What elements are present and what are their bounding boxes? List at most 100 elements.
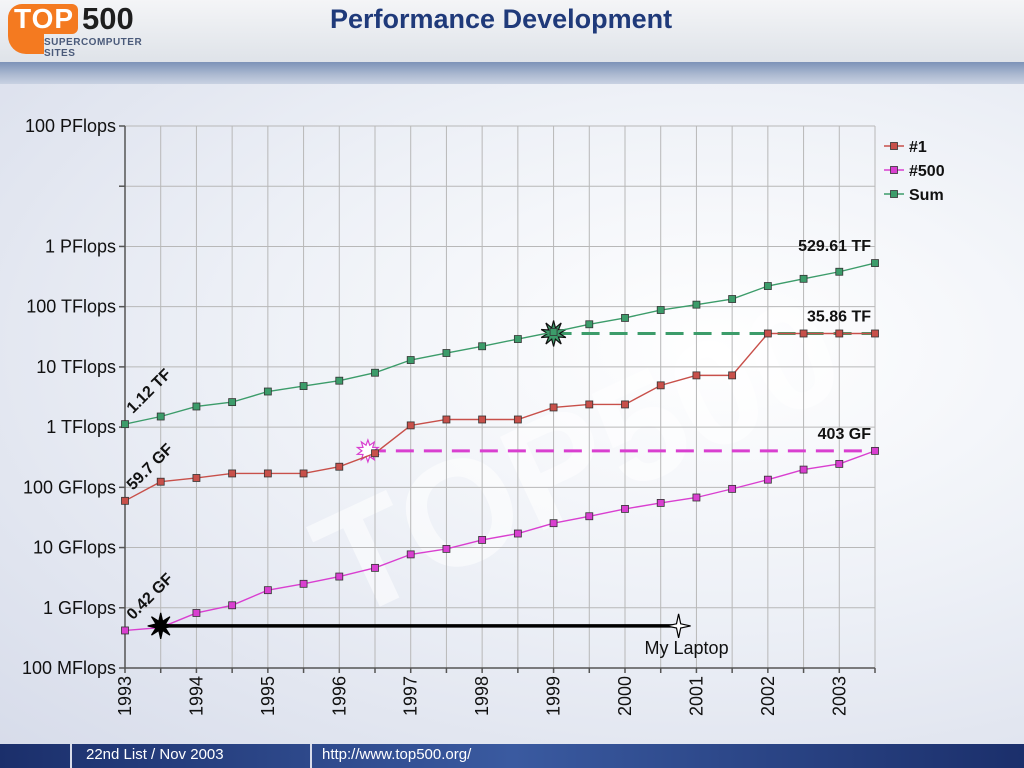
x-tick-label: 2002 <box>758 676 778 716</box>
data-point-num500 <box>799 465 808 474</box>
laptop-start-star-icon <box>147 612 174 640</box>
logo-swoosh <box>8 34 44 54</box>
data-point-num1 <box>871 329 879 338</box>
data-point-num500 <box>871 446 879 455</box>
data-point-sum <box>406 356 415 364</box>
data-point-num1 <box>513 415 522 424</box>
data-point-num1 <box>228 469 237 478</box>
data-point-num500 <box>835 459 844 468</box>
data-point-num500 <box>192 609 201 617</box>
laptop-label: My Laptop <box>645 638 729 658</box>
x-tick-label: 2001 <box>686 676 706 716</box>
top500-logo[interactable]: TOP 500 SUPERCOMPUTER SITES <box>0 0 175 59</box>
data-point-num500 <box>656 499 665 507</box>
data-point-num1 <box>406 421 415 430</box>
data-point-num500 <box>478 536 487 544</box>
data-point-sum <box>299 382 308 390</box>
legend-marker-num1 <box>890 142 898 150</box>
data-point-num1 <box>263 469 272 478</box>
data-point-sum <box>263 387 272 396</box>
data-point-sum <box>763 282 772 290</box>
series-line-sum <box>124 262 876 425</box>
y-tick-label: 100 GFlops <box>23 477 116 497</box>
data-point-num1 <box>763 329 772 338</box>
y-tick-label: 1 GFlops <box>43 598 116 618</box>
chart-grid <box>124 125 876 669</box>
logo-text-500: 500 <box>82 1 134 36</box>
chart-series <box>121 259 879 635</box>
data-point-sum <box>692 300 701 309</box>
footer-bar: 22nd List / Nov 2003 http://www.top500.o… <box>0 744 1024 768</box>
footer-divider <box>310 744 312 768</box>
data-point-num1 <box>728 371 737 380</box>
x-tick-label: 1993 <box>115 676 135 716</box>
footer-url-link[interactable]: http://www.top500.org/ <box>322 746 472 763</box>
data-point-sum <box>371 368 379 377</box>
data-point-num500 <box>692 493 701 502</box>
data-point-num1 <box>549 403 558 412</box>
x-tick-label: 1994 <box>186 676 206 716</box>
footer-divider <box>70 744 72 768</box>
data-point-sum <box>585 320 594 329</box>
data-point-sum <box>442 349 451 357</box>
y-tick-label: 1 PFlops <box>45 236 116 256</box>
data-point-num1 <box>585 400 594 409</box>
data-point-num500 <box>621 505 629 513</box>
header-bar: TOP 500 SUPERCOMPUTER SITES Performance … <box>0 0 1024 62</box>
data-point-num500 <box>406 550 415 559</box>
y-tick-label: 100 PFlops <box>25 116 116 136</box>
x-tick-label: 1995 <box>258 676 278 716</box>
data-point-num1 <box>192 474 201 482</box>
data-point-num500 <box>549 519 558 528</box>
data-point-sum <box>656 306 665 314</box>
y-axis-tick-labels: 100 PFlops 1 PFlops 100 TFlops 10 TFlops 1 T… <box>22 116 116 678</box>
data-point-num500 <box>228 601 237 610</box>
x-tick-label: 1998 <box>472 676 492 716</box>
page-title: Performance Development <box>330 4 673 34</box>
y-tick-label: 10 TFlops <box>36 357 116 377</box>
data-point-num500 <box>442 544 451 553</box>
data-point-num500 <box>763 475 772 484</box>
chart-legend: #1 #500 Sum <box>884 139 945 204</box>
annotation-label: 35.86 TF <box>807 308 871 325</box>
data-point-sum <box>335 376 344 385</box>
x-axis-tick-labels: 1993 1994 1995 1996 1997 1998 1999 2000 2001 2002… <box>115 676 849 716</box>
legend-label-num500: #500 <box>909 163 945 180</box>
legend-marker-num500 <box>890 166 898 174</box>
data-point-num500 <box>371 563 379 572</box>
data-point-num500 <box>121 626 129 635</box>
data-point-num1 <box>442 415 451 424</box>
annotation-label: 59.7 GF <box>124 441 177 494</box>
data-point-sum <box>478 342 487 351</box>
data-point-num500 <box>728 484 737 493</box>
logo-text-top: TOP <box>14 3 75 34</box>
y-tick-label: 100 TFlops <box>26 297 116 317</box>
data-point-num1 <box>299 469 308 478</box>
data-point-num1 <box>335 462 344 471</box>
my-laptop-marker: My Laptop <box>147 612 729 658</box>
data-point-num500 <box>299 579 308 588</box>
data-point-sum <box>192 402 201 411</box>
data-point-num1 <box>121 496 129 505</box>
data-point-num1 <box>835 329 844 338</box>
data-point-num500 <box>513 529 522 538</box>
x-tick-label: 1997 <box>401 676 421 716</box>
footer-list-label: 22nd List / Nov 2003 <box>86 746 224 763</box>
annotation-label: 529.61 TF <box>798 238 871 255</box>
y-tick-label: 1 TFlops <box>46 417 116 437</box>
header-band <box>0 62 1024 84</box>
x-tick-label: 2000 <box>615 676 635 716</box>
y-tick-label: 10 GFlops <box>33 538 116 558</box>
data-point-sum <box>728 295 737 303</box>
x-tick-label: 2003 <box>829 676 849 716</box>
data-point-sum <box>799 274 808 283</box>
series-line-num500 <box>124 450 876 632</box>
series-line-num1 <box>124 332 875 502</box>
annotation-label: 403 GF <box>818 426 872 443</box>
logo-badge <box>8 4 78 34</box>
data-point-sum <box>835 267 844 276</box>
laptop-end-star-icon <box>666 613 691 639</box>
y-tick-label: 100 MFlops <box>22 658 116 678</box>
data-point-num1 <box>656 381 665 390</box>
data-point-sum <box>513 335 522 343</box>
